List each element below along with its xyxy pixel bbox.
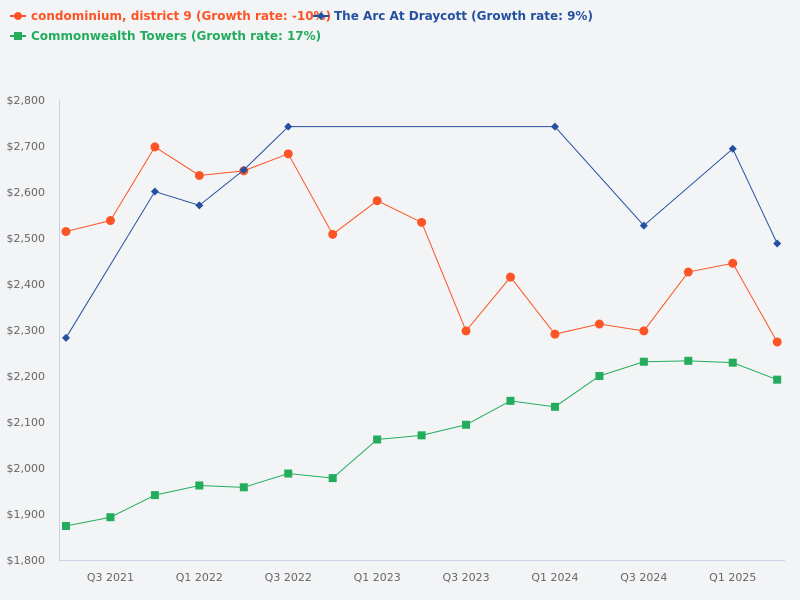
- y-tick-label: $1,900: [7, 508, 46, 521]
- data-point: [61, 227, 71, 237]
- data-point: [195, 481, 204, 490]
- y-tick-label: $1,800: [7, 554, 46, 567]
- data-point: [195, 201, 204, 210]
- data-point: [773, 239, 782, 248]
- x-tick-label: Q1 2025: [709, 571, 756, 584]
- data-point: [594, 319, 604, 329]
- x-tick-label: Q3 2024: [620, 571, 667, 584]
- data-point: [106, 513, 115, 522]
- y-tick-label: $2,100: [7, 416, 46, 429]
- y-tick-label: $2,800: [7, 94, 46, 107]
- x-tick-label: Q3 2022: [265, 571, 312, 584]
- series-line-0: [65, 146, 778, 343]
- data-point: [150, 187, 159, 196]
- data-point: [373, 435, 382, 444]
- legend-item-commonwealth-towers[interactable]: Commonwealth Towers (Growth rate: 17%): [10, 29, 321, 43]
- data-point: [150, 491, 159, 500]
- circle-marker-icon: [10, 12, 26, 20]
- y-tick-label: $2,400: [7, 278, 46, 291]
- data-point: [417, 431, 426, 440]
- y-tick-label: $2,700: [7, 140, 46, 153]
- series-line-2: [65, 360, 778, 527]
- y-tick-label: $2,500: [7, 232, 46, 245]
- data-point: [728, 144, 737, 153]
- data-point: [728, 258, 738, 268]
- data-point: [328, 474, 337, 483]
- data-point: [372, 196, 382, 206]
- data-point: [639, 357, 648, 366]
- y-tick-label: $2,300: [7, 324, 46, 337]
- data-point: [550, 402, 559, 411]
- legend-label: Commonwealth Towers (Growth rate: 17%): [31, 29, 322, 43]
- data-point: [506, 396, 515, 405]
- x-tick-label: Q1 2022: [176, 571, 223, 584]
- data-point: [105, 216, 115, 226]
- data-point: [639, 221, 648, 230]
- y-tick-label: $2,600: [7, 186, 46, 199]
- data-point: [684, 356, 693, 365]
- x-tick-label: Q3 2021: [87, 571, 134, 584]
- data-point: [284, 469, 293, 478]
- diamond-marker-icon: [313, 12, 329, 20]
- data-point: [773, 375, 782, 384]
- data-point: [772, 337, 782, 347]
- data-point: [462, 420, 471, 429]
- data-point: [550, 329, 560, 339]
- data-point: [150, 142, 160, 152]
- data-point: [728, 358, 737, 367]
- data-point: [62, 521, 70, 530]
- data-point: [239, 165, 248, 174]
- y-tick-label: $2,000: [7, 462, 46, 475]
- data-point: [239, 483, 248, 492]
- data-point: [284, 122, 293, 131]
- data-point: [62, 333, 70, 342]
- data-point: [639, 326, 649, 336]
- square-marker-icon: [10, 32, 26, 40]
- legend-item-condominium-district-9[interactable]: condominium, district 9 (Growth rate: -1…: [10, 9, 331, 23]
- legend-label: The Arc At Draycott (Growth rate: 9%): [334, 9, 593, 23]
- data-point: [461, 326, 471, 336]
- data-point: [417, 217, 427, 227]
- legend-label: condominium, district 9 (Growth rate: -1…: [31, 9, 332, 23]
- data-point: [683, 267, 693, 277]
- x-tick-label: Q1 2023: [354, 571, 401, 584]
- x-tick-label: Q3 2023: [442, 571, 489, 584]
- legend-item-arc-at-draycott[interactable]: The Arc At Draycott (Growth rate: 9%): [313, 9, 593, 23]
- data-point: [283, 149, 293, 159]
- y-tick-label: $2,200: [7, 370, 46, 383]
- data-point: [506, 272, 515, 282]
- data-point: [550, 122, 559, 131]
- data-point: [328, 229, 338, 239]
- data-point: [595, 372, 604, 380]
- data-point: [194, 170, 204, 180]
- x-tick-label: Q1 2024: [531, 571, 578, 584]
